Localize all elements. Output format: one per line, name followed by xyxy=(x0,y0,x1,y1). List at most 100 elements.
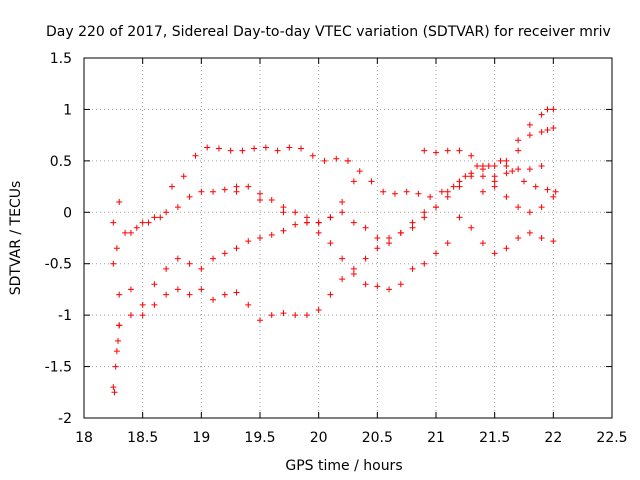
data-point xyxy=(116,291,123,298)
x-tick-label: 18 xyxy=(75,430,93,446)
data-point xyxy=(198,188,205,195)
data-point xyxy=(403,188,410,195)
data-point xyxy=(397,281,404,288)
data-point xyxy=(327,291,334,298)
data-point xyxy=(139,312,146,319)
data-point xyxy=(204,144,211,151)
data-point xyxy=(391,190,398,197)
data-point xyxy=(544,127,551,133)
data-point xyxy=(192,152,199,159)
data-point xyxy=(257,196,263,203)
data-point xyxy=(339,255,346,262)
data-point xyxy=(503,245,510,252)
data-point xyxy=(479,240,486,247)
data-point xyxy=(362,224,369,231)
x-tick-label: 19 xyxy=(192,430,210,446)
data-point xyxy=(186,260,193,267)
data-point xyxy=(210,296,217,303)
data-point xyxy=(444,193,451,200)
data-point xyxy=(421,260,428,267)
data-point xyxy=(111,389,118,396)
data-point xyxy=(462,173,469,180)
data-point xyxy=(362,281,369,288)
data-point xyxy=(227,147,234,154)
data-point xyxy=(110,260,117,267)
series-track-a xyxy=(113,144,351,252)
data-point xyxy=(233,245,240,252)
data-point xyxy=(491,183,498,190)
data-point xyxy=(321,157,328,164)
data-point xyxy=(456,214,463,221)
data-point xyxy=(550,193,557,200)
y-tick-label: -1.5 xyxy=(45,360,72,376)
data-point xyxy=(526,229,533,236)
data-point xyxy=(550,238,557,245)
data-point xyxy=(151,214,158,221)
data-point xyxy=(116,322,123,329)
data-point xyxy=(169,183,175,190)
data-point xyxy=(468,170,475,177)
data-point xyxy=(257,190,263,197)
data-point xyxy=(233,183,240,190)
x-tick-label: 22 xyxy=(544,430,562,446)
x-tick-label: 19.5 xyxy=(244,430,275,446)
data-point xyxy=(386,235,393,241)
data-point xyxy=(374,235,381,241)
y-tick-label: -1 xyxy=(58,308,72,324)
data-point xyxy=(532,183,539,190)
series-track-b xyxy=(110,178,357,236)
data-point xyxy=(550,106,557,113)
data-point xyxy=(409,265,416,272)
data-points xyxy=(110,106,559,396)
data-point xyxy=(245,238,252,245)
data-point xyxy=(139,301,146,308)
data-point xyxy=(374,283,381,290)
data-point xyxy=(268,196,275,203)
data-point xyxy=(538,163,545,169)
data-point xyxy=(386,240,393,247)
plot-frame xyxy=(83,57,613,419)
data-point xyxy=(421,214,428,221)
data-point xyxy=(257,317,263,324)
data-point xyxy=(339,199,346,205)
data-point xyxy=(112,363,119,370)
data-point xyxy=(456,147,463,154)
data-point xyxy=(350,265,357,272)
data-point xyxy=(303,312,310,319)
x-tick-label: 20.5 xyxy=(362,430,393,446)
y-tick-label: 1.5 xyxy=(50,51,72,67)
y-axis-ticks: 1.5 1 0.5 0 -0.5 -1 -1.5 -2 xyxy=(45,51,612,427)
data-point xyxy=(292,221,299,228)
data-point xyxy=(151,301,158,308)
data-point xyxy=(362,255,369,262)
data-point xyxy=(198,286,205,293)
data-point xyxy=(221,250,228,257)
data-point xyxy=(515,147,522,154)
data-point xyxy=(174,204,181,211)
data-point xyxy=(186,291,193,298)
data-point xyxy=(239,147,246,154)
data-point xyxy=(474,163,481,169)
data-point xyxy=(526,121,533,128)
data-point xyxy=(127,312,134,319)
data-point xyxy=(210,188,217,195)
data-point xyxy=(268,231,275,238)
data-point xyxy=(386,286,393,293)
data-point xyxy=(127,286,134,293)
data-point xyxy=(538,235,545,241)
data-point xyxy=(327,214,334,221)
data-point xyxy=(538,111,545,118)
data-point xyxy=(221,186,228,193)
data-point xyxy=(215,145,222,152)
data-point xyxy=(397,229,404,236)
data-point xyxy=(345,157,351,164)
data-point xyxy=(444,188,451,195)
data-point xyxy=(538,129,545,136)
data-point xyxy=(421,147,428,154)
data-point xyxy=(122,229,129,236)
data-point xyxy=(309,152,316,159)
data-point xyxy=(350,219,357,226)
data-point xyxy=(503,193,510,200)
data-point xyxy=(245,183,252,190)
data-point xyxy=(292,312,299,319)
